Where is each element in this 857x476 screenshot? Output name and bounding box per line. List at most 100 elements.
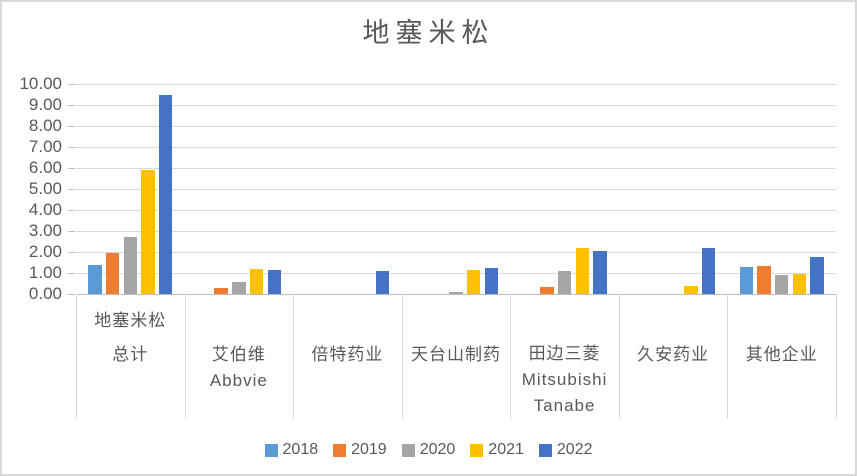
x-axis: 地塞米松 总计 艾伯维 Abbvie 倍特药业 天台山制药 田边三菱 Mitsubishi Ta… (76, 294, 837, 419)
category-label-line: 久安药业 (637, 345, 710, 364)
bar-2022 (810, 257, 824, 294)
category-divider (618, 294, 620, 419)
gridline (76, 126, 836, 127)
gridline (76, 210, 836, 211)
y-axis-tick-label: 0.00 (28, 284, 62, 303)
y-axis-tick-mark (68, 189, 75, 190)
gridline (76, 105, 836, 106)
bar-group-5 (510, 84, 619, 294)
gridline (76, 189, 836, 190)
y-axis-tick-mark (68, 147, 75, 148)
category-label-line: 艾伯维 (211, 345, 266, 364)
bar-2022 (267, 269, 281, 294)
y-axis-tick-mark (68, 168, 75, 169)
bar-group-4 (402, 84, 511, 294)
y-axis-tick-label: 7.00 (28, 137, 62, 156)
category-label-line: 其他企业 (745, 345, 818, 364)
y-axis-tick-label: 8.00 (28, 116, 62, 135)
gridline (76, 168, 836, 169)
category-divider (184, 294, 186, 419)
category-divider (401, 294, 403, 419)
bar-2019 (540, 286, 554, 294)
bar-2019 (757, 265, 771, 294)
chart-title: 地塞米松 (362, 18, 495, 48)
bar-2020 (775, 275, 789, 294)
y-axis-tick-label: 1.00 (28, 263, 62, 282)
legend-item-2022: 2022 (538, 441, 593, 458)
bar-group-1 (76, 84, 185, 294)
y-axis-tick-mark (68, 231, 75, 232)
y-axis-tick-label: 9.00 (28, 95, 62, 114)
category-divider (76, 294, 77, 419)
legend-label: 2022 (556, 441, 593, 458)
y-axis-tick-mark (68, 252, 75, 253)
y-axis-tick-label: 3.00 (28, 221, 62, 240)
legend-swatch-icon (333, 443, 347, 457)
y-axis-tick-label: 5.00 (28, 179, 62, 198)
bar-2022 (701, 247, 716, 294)
gridline (76, 252, 836, 253)
category-divider (836, 294, 837, 419)
legend-swatch-icon (538, 443, 552, 457)
legend-item-2019: 2019 (333, 442, 387, 458)
bar-2022 (484, 267, 499, 294)
legend-swatch-icon (401, 443, 415, 457)
y-axis-tick-label: 2.00 (28, 242, 62, 261)
legend-label: 2021 (488, 441, 524, 458)
bar-2021 (466, 269, 481, 294)
category-label-line: Tanabe (533, 396, 596, 415)
bar-group-7 (727, 84, 836, 294)
bar-group-3 (293, 84, 402, 294)
y-axis-tick-mark (68, 210, 75, 211)
y-axis: 10.00 9.00 8.00 7.00 6.00 5.00 4.00 3.00 2.00 1.0… (2, 75, 62, 303)
gridline (76, 84, 836, 85)
y-axis-tick-mark (68, 273, 75, 274)
category-label-line: 田边三菱 (528, 344, 601, 363)
y-axis-tick-label: 10.00 (19, 74, 62, 93)
legend: 2018 2019 2020 2021 2022 (2, 439, 855, 461)
y-axis-tick-mark (68, 294, 75, 295)
x-axis-category-label: 地塞米松 总计 (76, 294, 185, 419)
bar-2020 (557, 270, 572, 294)
bar-2021 (249, 268, 264, 294)
category-label-line: Mitsubishi (521, 370, 608, 389)
bar-2018 (739, 266, 754, 294)
bar-2018 (88, 264, 102, 294)
legend-item-2020: 2020 (401, 441, 456, 458)
y-axis-tick-label: 6.00 (28, 158, 62, 177)
y-axis-tick-mark (68, 105, 75, 106)
y-axis-tick-mark (68, 126, 75, 127)
category-group-label: 地塞米松 (94, 310, 167, 330)
bar-2021 (792, 274, 807, 294)
bar-2022 (593, 250, 607, 294)
bar-2021 (141, 170, 155, 294)
bar-2021 (575, 247, 589, 294)
bar-2022 (158, 94, 173, 294)
bar-2020 (232, 282, 246, 294)
category-divider (293, 294, 295, 419)
bar-group-6 (619, 84, 728, 294)
bar-2020 (449, 291, 463, 294)
legend-swatch-icon (264, 443, 278, 457)
category-divider (727, 294, 729, 419)
bar-2019 (214, 287, 228, 294)
x-axis-category-label: 久安药业 (619, 294, 728, 419)
legend-label: 2018 (282, 441, 319, 458)
category-label-line: 倍特药业 (311, 345, 384, 364)
legend-label: 2020 (419, 441, 456, 458)
gridline (76, 231, 836, 232)
category-divider (510, 294, 512, 419)
category-label-line: Abbvie (209, 371, 268, 390)
category-label-line: 天台山制药 (410, 345, 501, 364)
legend-label: 2019 (351, 441, 387, 458)
legend-item-2018: 2018 (264, 441, 319, 458)
bar-2021 (684, 285, 698, 294)
legend-swatch-icon (470, 443, 484, 457)
y-axis-tick-mark (68, 84, 75, 85)
x-axis-category-label: 田边三菱 Mitsubishi Tanabe (510, 294, 619, 419)
gridline (76, 147, 836, 148)
y-axis-tick-label: 4.00 (28, 200, 62, 219)
x-axis-category-label: 其他企业 (727, 294, 836, 419)
x-axis-category-label: 艾伯维 Abbvie (185, 294, 294, 419)
